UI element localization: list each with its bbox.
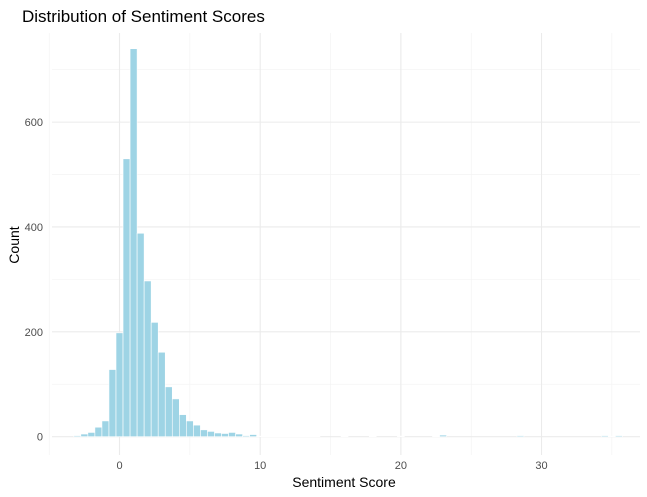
histogram-bar	[157, 351, 166, 437]
histogram-bar	[439, 434, 447, 437]
histogram-bar	[305, 435, 314, 438]
y-tick-label: 400	[25, 222, 43, 234]
x-tick-label: 10	[254, 460, 266, 472]
histogram-bar	[221, 433, 229, 437]
histogram-bar	[256, 435, 265, 438]
histogram-bar	[94, 426, 103, 437]
histogram-bar	[284, 435, 293, 438]
histogram-bar	[87, 432, 96, 437]
histogram-bar	[214, 432, 222, 437]
chart-title: Distribution of Sentiment Scores	[22, 7, 265, 26]
histogram-bar	[207, 431, 215, 437]
histogram-bar	[171, 398, 180, 437]
histogram-bar	[432, 435, 440, 438]
histogram-bar	[193, 424, 201, 437]
histogram-bar	[186, 420, 194, 437]
histogram-bar	[73, 435, 82, 437]
histogram-bar	[277, 435, 286, 438]
histogram-bar	[179, 414, 187, 437]
histogram-bar	[516, 435, 525, 437]
histogram-bar	[298, 435, 307, 438]
y-tick-label: 0	[37, 432, 43, 444]
histogram-bar	[340, 435, 349, 438]
y-tick-label: 200	[25, 327, 43, 339]
histogram-bar	[249, 434, 257, 437]
histogram-bar	[263, 435, 272, 438]
histogram-bar	[150, 322, 159, 437]
histogram-bar	[164, 386, 173, 437]
histogram-bar	[108, 369, 117, 437]
histogram-bar	[615, 435, 623, 437]
bar-layer	[73, 48, 623, 438]
histogram-bar	[291, 435, 300, 438]
x-tick-label: 20	[395, 460, 407, 472]
histogram-bar	[143, 280, 152, 437]
y-tick-label: 600	[25, 117, 43, 129]
histogram-bar	[122, 158, 131, 437]
histogram-bar	[312, 435, 321, 438]
histogram-bar	[242, 435, 250, 437]
histogram-bar	[397, 435, 405, 438]
x-axis-title: Sentiment Score	[292, 474, 396, 490]
histogram-bar	[80, 433, 89, 437]
histogram-bar	[235, 433, 243, 437]
histogram-bar	[608, 435, 616, 438]
histogram-bar	[136, 232, 145, 437]
tick-label-layer: 0 200 400 600 0 10 20 30	[25, 117, 548, 472]
histogram-bar	[368, 435, 377, 438]
histogram-bar	[228, 432, 236, 437]
histogram-bar	[270, 435, 279, 438]
histogram-bar	[200, 429, 208, 437]
histogram-bar	[115, 332, 124, 437]
x-tick-label: 30	[535, 460, 547, 472]
histogram-bar	[601, 435, 609, 437]
y-axis-title: Count	[6, 226, 22, 263]
x-tick-label: 0	[116, 460, 122, 472]
histogram-bar	[129, 48, 138, 437]
histogram-bar	[101, 420, 110, 437]
